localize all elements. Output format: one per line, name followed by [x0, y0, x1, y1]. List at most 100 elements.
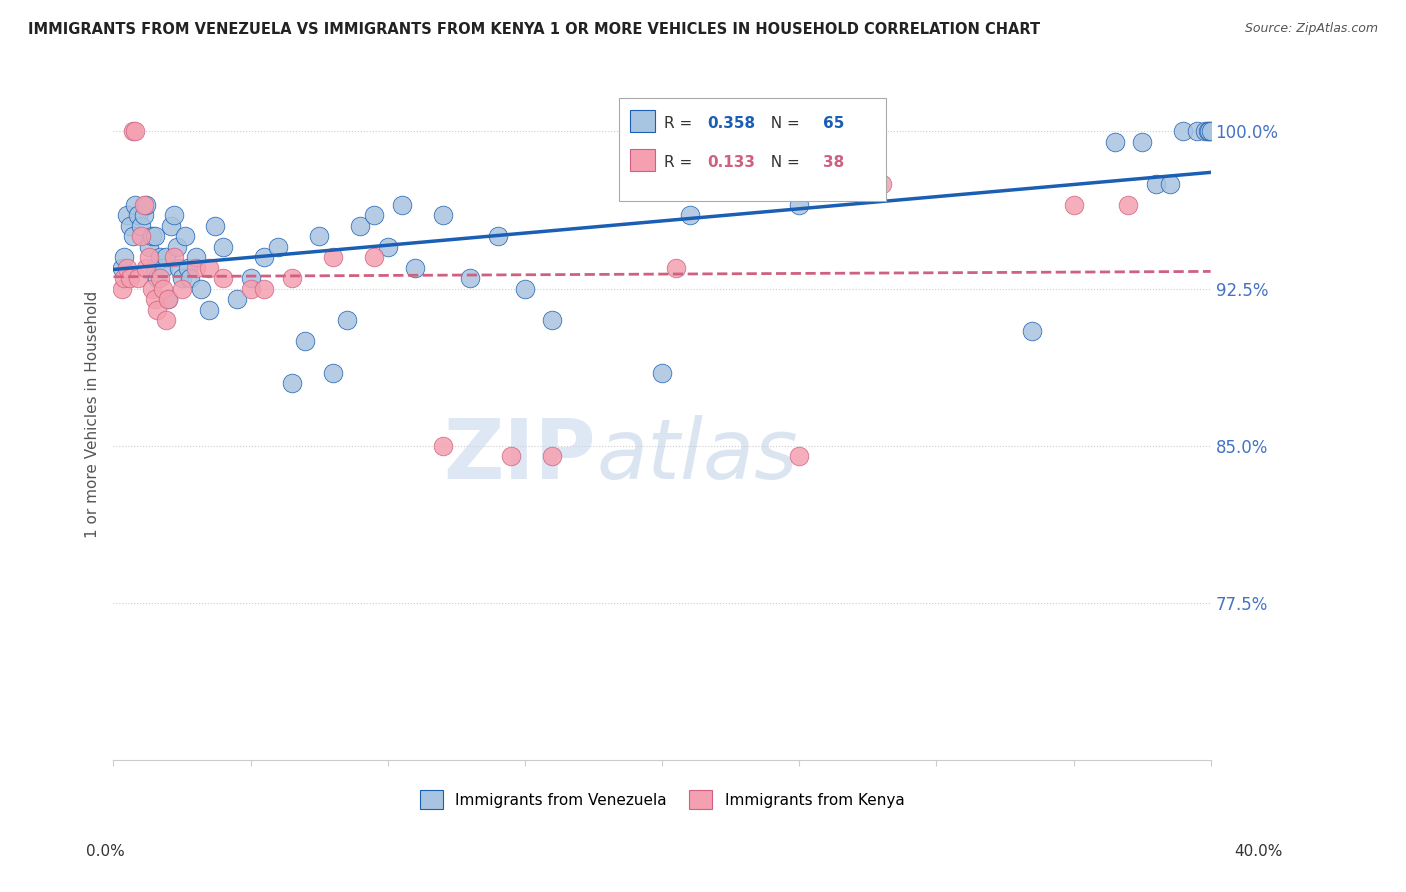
Point [146, 302, 169, 317]
Point [143, 260, 166, 275]
Point [163, 208, 186, 222]
Point [170, 271, 193, 285]
Point [870, 177, 893, 191]
Point [501, 450, 523, 464]
Point [1198, 124, 1220, 138]
Point [115, 208, 138, 222]
Point [114, 271, 136, 285]
Point [281, 271, 304, 285]
Point [143, 292, 166, 306]
Text: 65: 65 [823, 116, 844, 130]
Text: 40.0%: 40.0% [1234, 845, 1282, 859]
Point [1185, 124, 1208, 138]
Point [157, 292, 180, 306]
Legend: Immigrants from Venezuela, Immigrants from Kenya: Immigrants from Venezuela, Immigrants fr… [413, 784, 911, 815]
Point [124, 198, 146, 212]
Point [404, 260, 426, 275]
Point [212, 271, 235, 285]
Point [267, 240, 290, 254]
Text: N =: N = [761, 116, 804, 130]
Point [127, 271, 149, 285]
Point [121, 229, 143, 244]
Point [1144, 177, 1167, 191]
Point [115, 260, 138, 275]
Point [190, 282, 212, 296]
Point [1197, 124, 1219, 138]
Point [179, 271, 201, 285]
Point [665, 260, 688, 275]
Point [135, 198, 157, 212]
Point [124, 124, 146, 138]
Point [281, 376, 304, 390]
Point [114, 250, 136, 264]
Point [212, 240, 235, 254]
Point [141, 229, 163, 244]
Point [173, 229, 195, 244]
Point [118, 271, 141, 285]
Point [322, 250, 344, 264]
Point [678, 208, 700, 222]
Point [129, 229, 152, 244]
Point [336, 313, 359, 327]
Point [486, 229, 509, 244]
Point [138, 250, 160, 264]
Point [349, 219, 371, 233]
Point [152, 260, 174, 275]
Point [127, 208, 149, 222]
Point [253, 282, 276, 296]
Point [111, 260, 134, 275]
Point [363, 208, 385, 222]
Point [111, 282, 134, 296]
Point [787, 450, 810, 464]
Point [363, 250, 385, 264]
Point [184, 250, 207, 264]
Point [170, 282, 193, 296]
Text: 0.133: 0.133 [707, 155, 755, 169]
Point [152, 282, 174, 296]
Text: atlas: atlas [596, 416, 797, 497]
Point [513, 282, 536, 296]
Point [169, 260, 191, 275]
Point [198, 260, 221, 275]
Point [141, 282, 163, 296]
Point [132, 198, 155, 212]
Point [176, 260, 198, 275]
Y-axis label: 1 or more Vehicles in Household: 1 or more Vehicles in Household [86, 291, 100, 538]
Point [432, 439, 454, 453]
Point [226, 292, 249, 306]
Point [143, 229, 166, 244]
Point [160, 219, 183, 233]
Point [391, 198, 413, 212]
Point [138, 240, 160, 254]
Point [155, 250, 177, 264]
Point [541, 313, 564, 327]
Text: R =: R = [664, 155, 697, 169]
Point [149, 271, 172, 285]
Point [1130, 135, 1153, 149]
Point [132, 208, 155, 222]
Point [541, 450, 564, 464]
Point [322, 366, 344, 380]
Point [787, 198, 810, 212]
Point [129, 219, 152, 233]
Text: 0.0%: 0.0% [86, 845, 125, 859]
Point [155, 313, 177, 327]
Point [1118, 198, 1140, 212]
Point [239, 271, 262, 285]
Text: IMMIGRANTS FROM VENEZUELA VS IMMIGRANTS FROM KENYA 1 OR MORE VEHICLES IN HOUSEHO: IMMIGRANTS FROM VENEZUELA VS IMMIGRANTS … [28, 22, 1040, 37]
Point [651, 366, 673, 380]
Point [121, 124, 143, 138]
Point [1173, 124, 1195, 138]
Point [377, 240, 399, 254]
Point [720, 177, 742, 191]
Point [1104, 135, 1126, 149]
Text: ZIP: ZIP [444, 416, 596, 497]
Point [1159, 177, 1181, 191]
Point [118, 219, 141, 233]
Point [253, 250, 276, 264]
Point [204, 219, 226, 233]
Text: Source: ZipAtlas.com: Source: ZipAtlas.com [1244, 22, 1378, 36]
Text: 0.358: 0.358 [707, 116, 755, 130]
Point [239, 282, 262, 296]
Point [815, 177, 838, 191]
